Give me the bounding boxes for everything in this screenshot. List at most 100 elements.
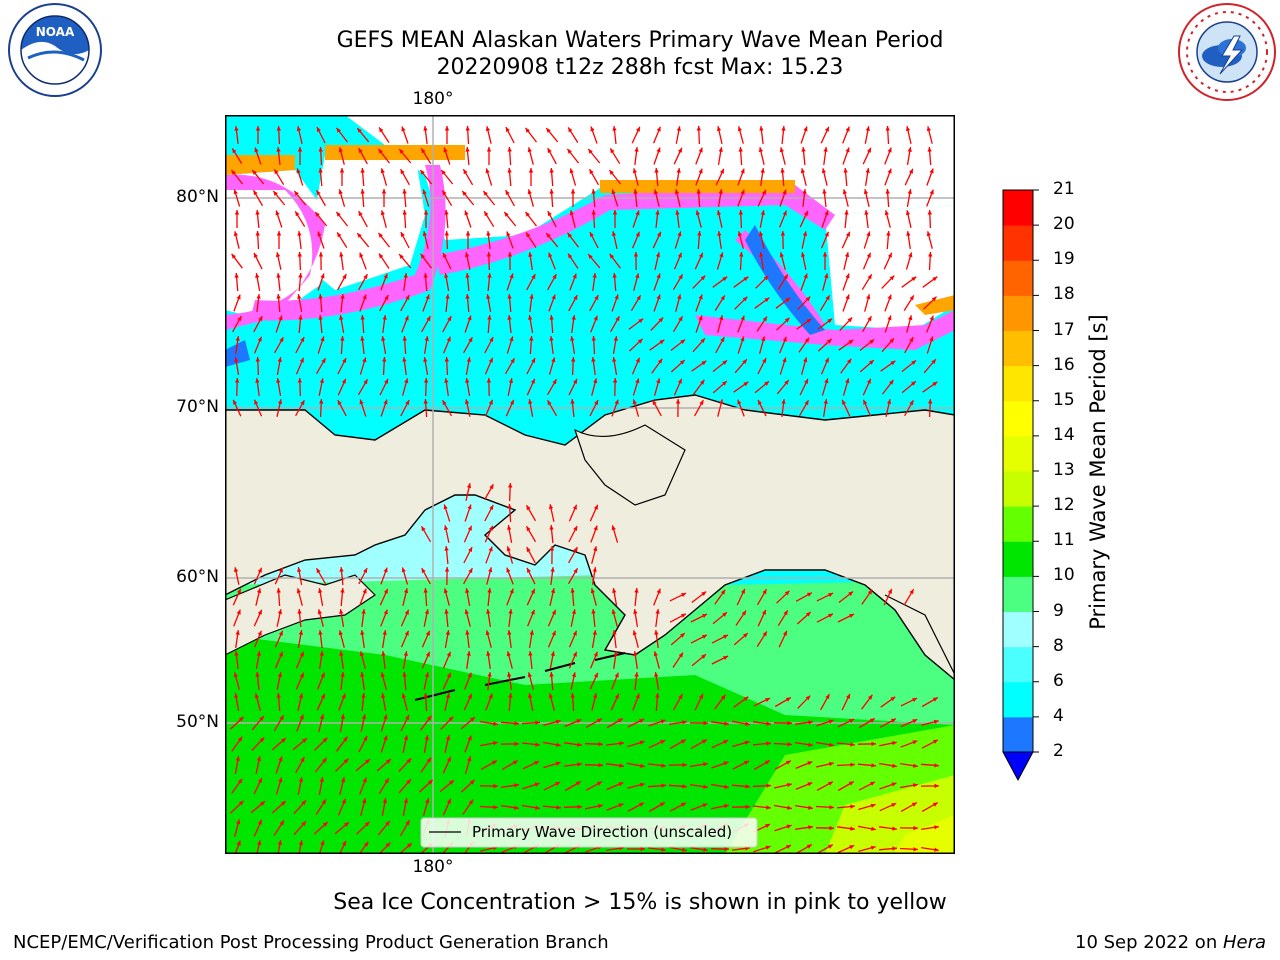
wave-arrow-head: [716, 210, 722, 216]
wave-arrow-head: [596, 781, 602, 786]
colorbar-tick-label: 8: [1053, 635, 1064, 656]
wave-arrow-head: [449, 780, 454, 785]
wave-arrow-head: [508, 693, 513, 698]
wave-arrow-head: [780, 168, 785, 173]
wave-arrow-head: [654, 630, 659, 635]
wave-arrow-head: [547, 148, 552, 154]
wave-arrow-head: [255, 672, 260, 677]
wave-arrow-head: [257, 336, 262, 342]
wave-arrow-head: [549, 168, 554, 173]
wave-arrow-head: [485, 630, 490, 636]
wave-arrow-head: [465, 294, 470, 299]
wave-arrow-head: [466, 483, 472, 489]
wave-arrow-head: [322, 737, 328, 743]
wave-arrow-head: [742, 359, 747, 364]
wave-arrow-head: [301, 821, 306, 827]
wave-arrow-head: [279, 715, 284, 721]
colorbar-bin: [1003, 330, 1033, 367]
wave-arrow-head: [446, 651, 451, 657]
wave-arrow-head: [278, 651, 283, 657]
wave-arrow-head: [505, 127, 510, 132]
wave-arrow-head: [399, 149, 404, 154]
wave-arrow-head: [656, 147, 661, 153]
wave-arrow-head: [359, 399, 364, 405]
wave-arrow-head: [591, 336, 596, 341]
wave-arrow-head: [724, 721, 729, 726]
wave-arrow-head: [299, 714, 304, 720]
wave-arrow-head: [526, 526, 531, 532]
wave-arrow-head: [405, 820, 410, 826]
wave-arrow-head: [486, 147, 492, 152]
wave-arrow-head: [297, 609, 302, 614]
wave-arrow-head: [827, 844, 833, 849]
wave-arrow-head: [552, 274, 557, 280]
wave-arrow-head: [382, 630, 387, 635]
wave-arrow-head: [570, 189, 576, 194]
wave-arrow-head: [722, 612, 727, 617]
wave-arrow-head: [528, 651, 533, 656]
wave-arrow-head: [660, 740, 666, 745]
wave-arrow-head: [298, 630, 303, 635]
wave-arrow-head: [723, 761, 729, 766]
wave-arrow-head: [337, 232, 342, 238]
wave-arrow-head: [237, 736, 243, 742]
wave-arrow-head: [887, 168, 892, 174]
wave-arrow-head: [258, 316, 263, 322]
wave-arrow-head: [805, 296, 811, 302]
wave-arrow-head: [911, 276, 917, 282]
wave-arrow-head: [384, 778, 389, 784]
wave-arrow-head: [277, 399, 283, 405]
wave-arrow-head: [905, 210, 911, 216]
wave-arrow-head: [527, 672, 532, 678]
wave-arrow-head: [344, 822, 349, 827]
wave-arrow-head: [234, 693, 239, 698]
wave-arrow-head: [892, 846, 897, 851]
wave-arrow-head: [696, 126, 701, 131]
wave-arrow-head: [829, 825, 834, 831]
wave-arrow-head: [365, 759, 370, 764]
wave-arrow-head: [336, 127, 341, 133]
wave-arrow-head: [442, 190, 447, 196]
wave-arrow-head: [276, 147, 281, 152]
wave-arrow-head: [237, 778, 243, 784]
wave-arrow-head: [640, 763, 645, 768]
wave-arrow-head: [591, 210, 596, 215]
wave-arrow-head: [507, 147, 512, 152]
wave-arrow-head: [465, 588, 470, 593]
wave-arrow-head: [598, 804, 603, 809]
wave-arrow-head: [462, 191, 467, 196]
wave-arrow-head: [364, 821, 370, 827]
wave-arrow-head: [845, 378, 850, 384]
wave-arrow-head: [297, 567, 302, 572]
wave-arrow-head: [256, 756, 262, 762]
wave-arrow-head: [703, 784, 708, 789]
wave-arrow-head: [405, 400, 410, 405]
wave-arrow-head: [338, 147, 343, 153]
wave-arrow-head: [884, 210, 889, 216]
wave-arrow-head: [233, 567, 239, 573]
wave-arrow-head: [614, 294, 619, 300]
lat-label-70: 70°N: [176, 397, 219, 417]
wave-arrow-head: [785, 697, 791, 702]
wave-arrow-head: [850, 826, 855, 831]
wave-arrow-head: [823, 399, 828, 404]
colorbar-under-arrow: [1002, 751, 1034, 782]
wave-arrow-head: [679, 360, 685, 365]
wave-arrow-head: [909, 295, 914, 301]
wave-arrow-head: [822, 252, 828, 257]
wave-arrow-head: [506, 231, 511, 237]
wave-arrow-head: [339, 168, 345, 173]
wave-arrow-head: [913, 763, 918, 768]
wave-arrow-head: [661, 847, 666, 852]
wave-arrow-head: [234, 273, 239, 278]
wave-arrow-head: [762, 631, 767, 637]
wave-arrow-head: [528, 168, 534, 173]
wave-arrow-head: [632, 168, 637, 174]
wave-arrow-head: [786, 824, 792, 829]
wave-arrow-head: [637, 338, 643, 344]
wave-arrow-head: [589, 169, 594, 175]
wave-arrow-head: [846, 358, 852, 364]
wave-arrow-head: [890, 696, 896, 702]
wave-arrow-head: [867, 274, 872, 280]
wave-arrow-head: [278, 756, 283, 762]
